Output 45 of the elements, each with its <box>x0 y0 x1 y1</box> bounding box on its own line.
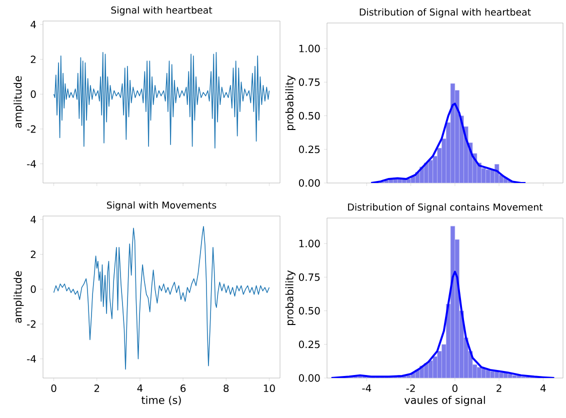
y-tick-label: 0 <box>30 90 36 98</box>
x-tick-label: 10 <box>264 384 275 392</box>
y-tick-label: 1.00 <box>299 240 320 248</box>
chart-title: Distribution of Signal with heartbeat <box>360 8 531 18</box>
x-axis-title: vaules of signal <box>404 396 485 406</box>
y-tick-label: 2 <box>30 250 36 258</box>
x-tick-label: 4 <box>137 384 143 392</box>
chart-title: Distribution of Signal contains Movement <box>348 203 543 213</box>
y-tick-label: -4 <box>27 160 36 168</box>
x-tick-label: -2 <box>406 384 415 392</box>
y-tick-label: 0.50 <box>298 306 320 315</box>
x-tick-label: 0 <box>452 384 458 392</box>
x-tick-label: 0 <box>51 384 56 392</box>
y-tick-label: -4 <box>27 355 36 362</box>
y-tick-label: 0.75 <box>298 78 320 86</box>
y-tick-label: 0.75 <box>298 273 320 281</box>
y-tick-label: 1.00 <box>299 44 320 52</box>
y-axis-title: amplitude <box>14 271 24 323</box>
y-tick-label: -2 <box>27 320 36 328</box>
line-series <box>53 52 270 149</box>
y-tick-label: 4 <box>30 216 36 224</box>
chart-title: Signal with heartbeat <box>111 6 212 16</box>
y-tick-label: 4 <box>30 20 36 28</box>
x-tick-label: 2 <box>94 384 100 392</box>
line-series <box>330 270 556 378</box>
line-series <box>370 102 527 183</box>
x-tick-label: -4 <box>362 384 372 392</box>
chart-title: Signal with Movements <box>107 201 216 211</box>
y-tick-label: 0.50 <box>298 112 320 120</box>
y-tick-label: 0.25 <box>298 340 320 348</box>
y-tick-label: 0.00 <box>298 374 320 382</box>
x-tick-label: 6 <box>180 384 186 392</box>
x-axis-title: time (s) <box>141 396 181 406</box>
y-tick-label: 2 <box>30 56 36 64</box>
y-axis-title: probability <box>285 270 296 325</box>
x-tick-label: 8 <box>224 384 229 392</box>
x-tick-label: 4 <box>540 384 546 392</box>
x-tick-label: 2 <box>496 384 502 392</box>
y-tick-label: 0.00 <box>298 179 320 187</box>
y-tick-label: -2 <box>27 125 36 133</box>
y-tick-label: 0 <box>30 285 36 293</box>
y-axis-title: probability <box>285 75 296 130</box>
y-axis-title: amplitude <box>14 76 24 128</box>
line-series <box>53 226 270 370</box>
y-tick-label: 0.25 <box>298 146 320 154</box>
